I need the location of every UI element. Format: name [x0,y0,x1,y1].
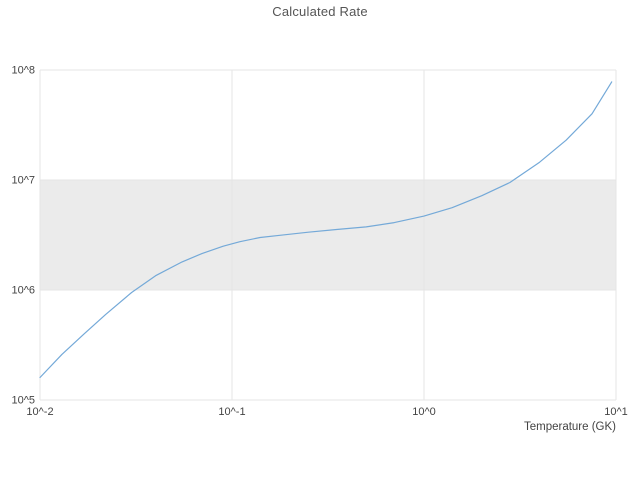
x-tick-label: 10^1 [604,406,628,418]
y-tick-label: 10^8 [11,65,35,77]
x-axis-label: Temperature (GK) [523,421,616,433]
y-tick-label: 10^5 [11,395,35,407]
y-tick-label: 10^7 [11,175,35,187]
x-tick-label: 10^-2 [26,406,53,418]
y-tick-label: 10^6 [11,285,35,297]
x-tick-label: 10^-1 [218,406,245,418]
series-line-calculated-rate [39,81,613,379]
x-tick-label: 10^0 [412,406,436,418]
highlight-band [40,180,616,290]
chart-title: Calculated Rate [272,4,368,19]
